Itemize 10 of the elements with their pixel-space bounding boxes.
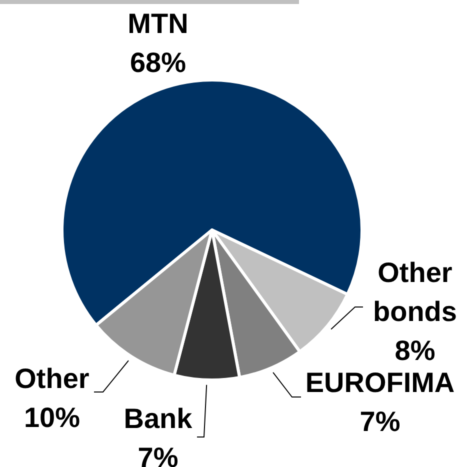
data-label: 8% (394, 335, 436, 366)
slice-label: MTN (128, 8, 188, 39)
data-label: 7% (360, 406, 400, 437)
slice-label: Bank (124, 403, 193, 434)
data-label: 68% (130, 47, 186, 78)
data-label: 7% (138, 442, 178, 467)
data-label: 10% (24, 402, 80, 433)
slice-label: EUROFIMA (305, 367, 455, 398)
slice-label: Other (14, 363, 90, 394)
slice-label: Other bonds (373, 257, 457, 327)
